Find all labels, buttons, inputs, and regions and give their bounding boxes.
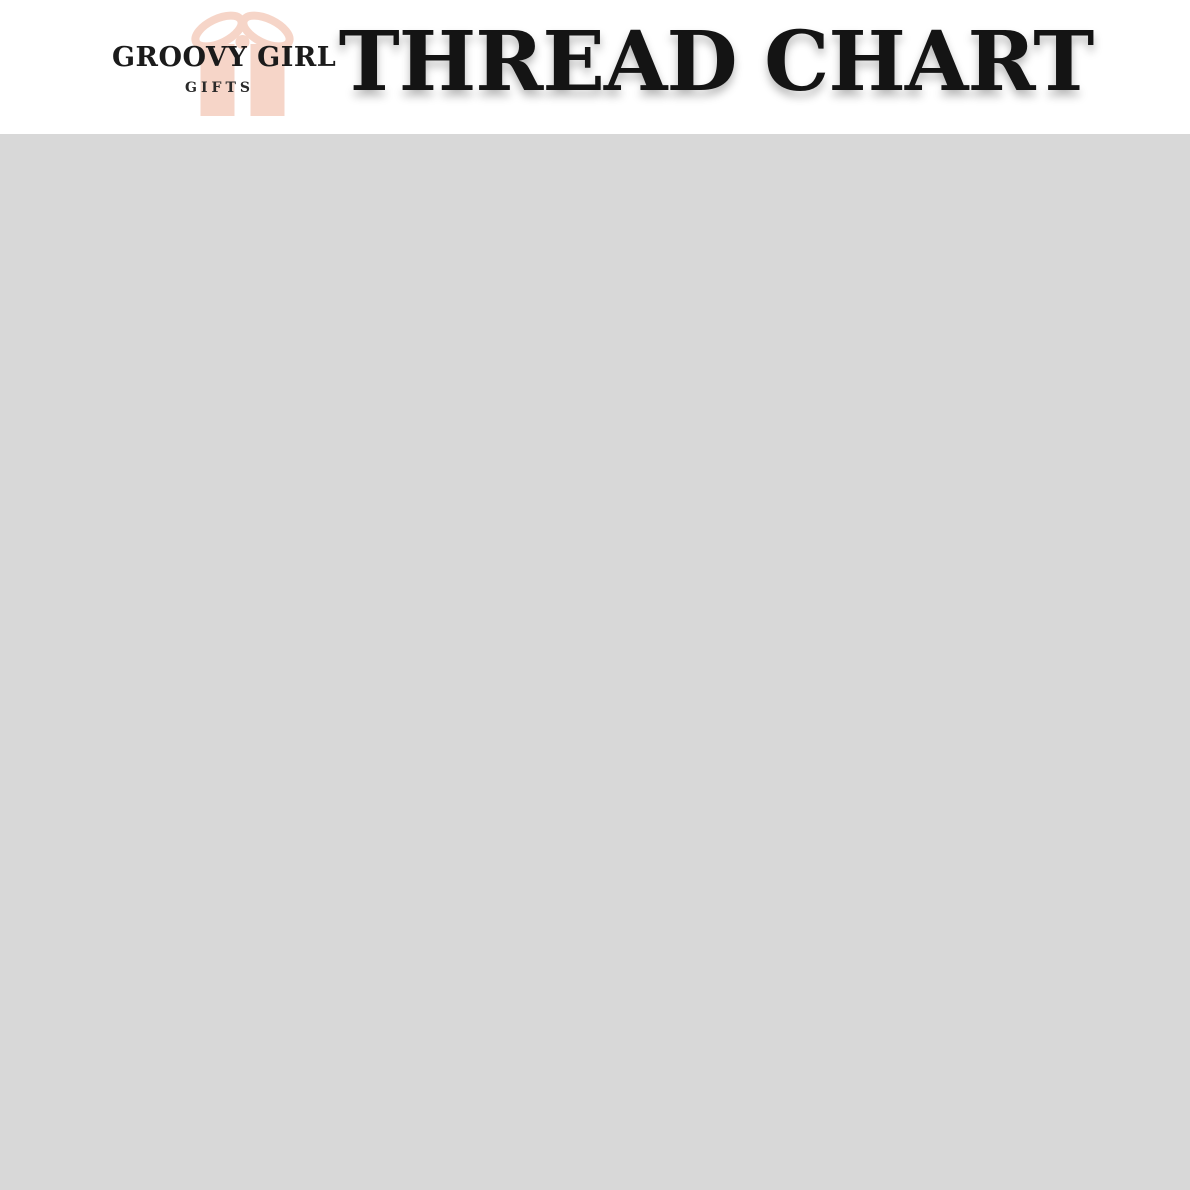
thread-chart-board bbox=[0, 134, 1190, 1190]
header: GROOVY GIRL GIFTS THREAD CHART bbox=[0, 0, 1190, 134]
brand-logo: GROOVY GIRL GIFTS bbox=[112, 6, 337, 128]
page-title: THREAD CHART bbox=[338, 14, 1095, 110]
gift-icon bbox=[191, 11, 294, 116]
brand-subtitle: GIFTS bbox=[185, 80, 254, 96]
brand-name: GROOVY GIRL bbox=[112, 42, 337, 73]
